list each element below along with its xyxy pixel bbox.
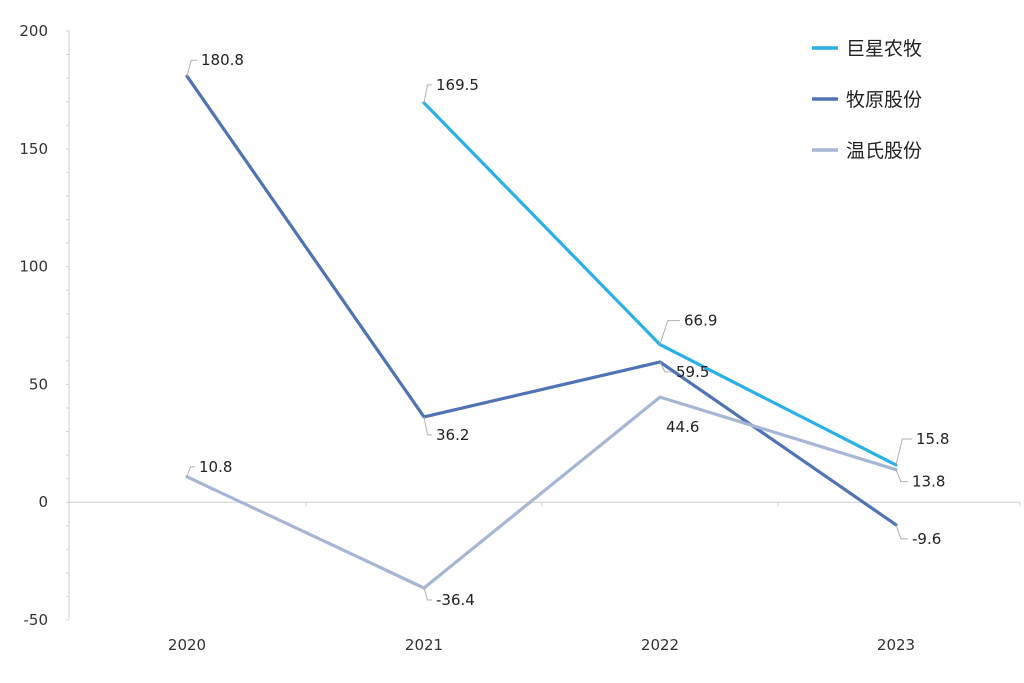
data-label: 169.5	[436, 76, 479, 94]
label-leader-line	[186, 466, 195, 477]
series-line-1	[422, 101, 898, 467]
x-tick-label: 2022	[641, 636, 679, 654]
label-leader-line	[895, 524, 908, 540]
data-labels: 169.5 66.9 15.8 180.8 36.2 59.5 -9.6 10.8 -36.4 4…	[186, 51, 949, 609]
label-leader-line	[895, 438, 912, 466]
data-label: 59.5	[676, 363, 709, 381]
data-label: 15.8	[916, 430, 949, 448]
series-lines	[185, 74, 898, 590]
y-tick-label: -50	[24, 611, 49, 629]
data-label: 10.8	[199, 458, 232, 476]
axes: -50 0 50 100 150 200 2020 2021 2022 2023	[19, 22, 1021, 654]
series-line-2	[185, 74, 898, 527]
legend-label: 温氏股份	[846, 140, 922, 162]
y-tick-label: 200	[19, 22, 48, 40]
data-label: 36.2	[436, 426, 469, 444]
label-leader-line	[895, 469, 908, 483]
legend-label: 牧原股份	[846, 89, 922, 111]
x-tick-label: 2020	[168, 636, 206, 654]
label-leader-line	[186, 59, 197, 77]
x-tick-label: 2021	[405, 636, 443, 654]
label-leader-line	[423, 416, 432, 436]
data-label: 44.6	[666, 418, 699, 436]
data-label: 13.8	[912, 473, 945, 491]
y-tick-label: 0	[38, 493, 48, 511]
y-tick-label: 150	[19, 140, 48, 158]
data-label: -36.4	[436, 591, 475, 609]
label-leader-line	[659, 320, 680, 345]
legend-label: 巨星农牧	[846, 38, 922, 60]
y-tick-label: 100	[19, 258, 48, 276]
data-label: -9.6	[912, 530, 941, 548]
data-label: 180.8	[201, 51, 244, 69]
data-label: 66.9	[684, 312, 717, 330]
x-tick-label: 2023	[877, 636, 915, 654]
series-line-3	[185, 395, 898, 590]
label-leader-line	[659, 361, 672, 373]
label-leader-line	[423, 587, 432, 601]
label-leader-line	[423, 84, 432, 103]
y-tick-label: 50	[29, 375, 48, 393]
